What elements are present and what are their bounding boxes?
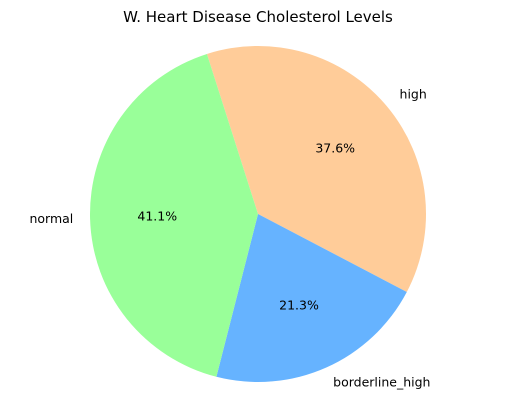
pie-labels: high 37.6% borderline_high 21.3% normal 41.1% <box>29 87 430 390</box>
slice-percent-normal: 41.1% <box>137 208 177 223</box>
pie-slice-normal <box>89 53 258 377</box>
slice-label-normal: normal <box>29 211 73 226</box>
slice-label-borderline-high: borderline_high <box>333 374 430 389</box>
slice-percent-borderline-high: 21.3% <box>279 298 319 313</box>
pie-slices <box>89 45 426 382</box>
slice-percent-high: 37.6% <box>315 141 355 156</box>
slice-label-high: high <box>400 87 427 102</box>
chart-title: W. Heart Disease Cholesterol Levels <box>123 8 393 26</box>
pie-slice-borderline-high <box>216 214 407 382</box>
pie-slice-high <box>206 45 426 292</box>
